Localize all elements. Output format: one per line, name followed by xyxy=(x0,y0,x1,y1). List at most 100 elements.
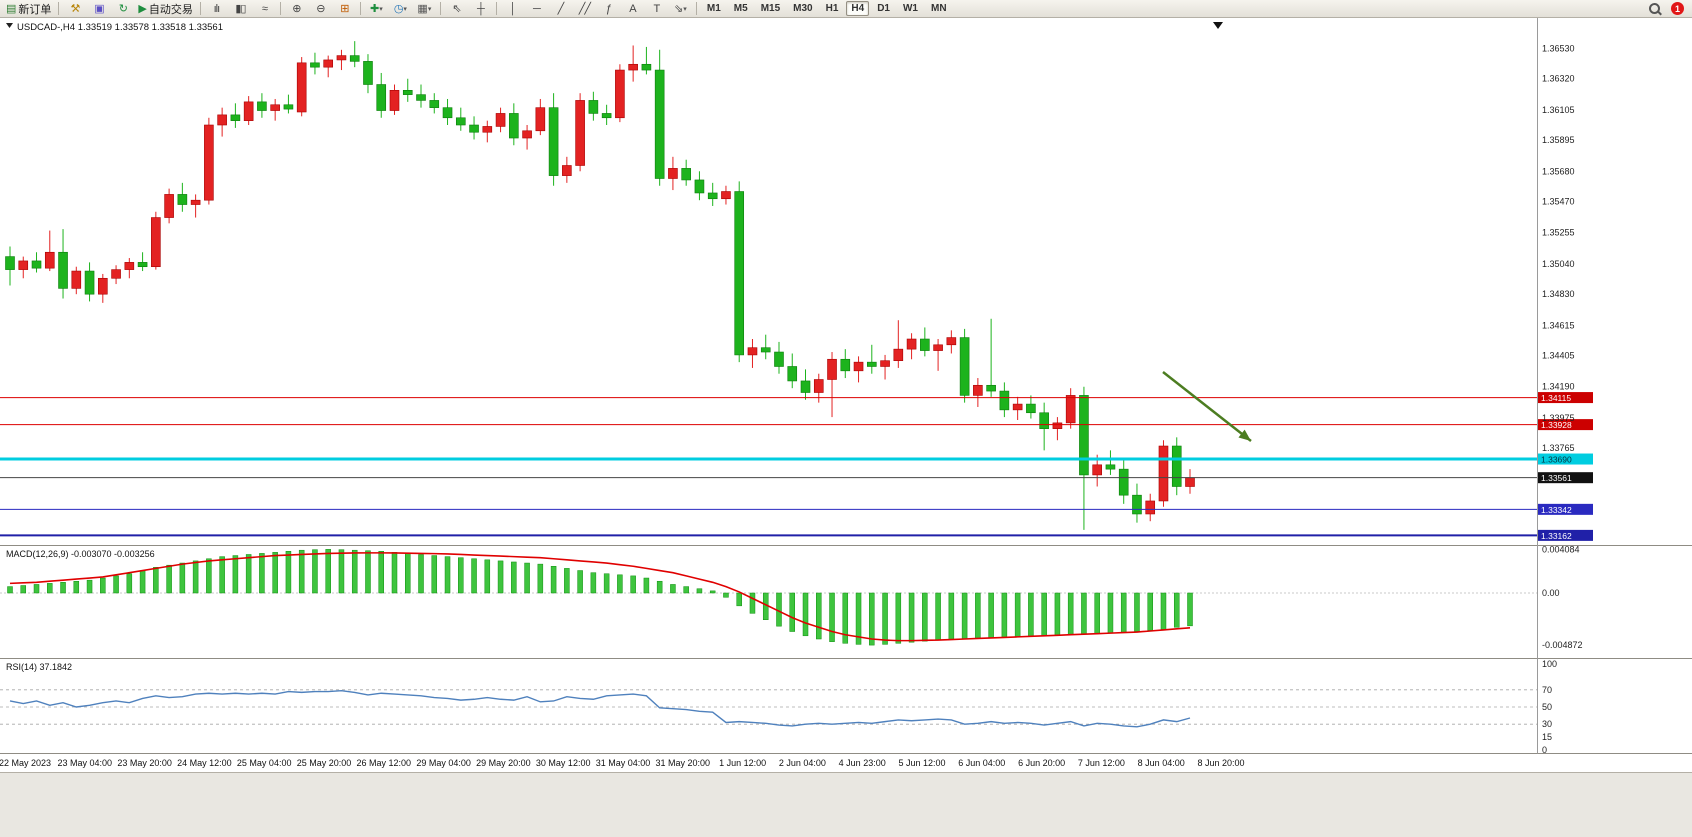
rsi-axis-label: 70 xyxy=(1542,685,1552,695)
candle-up xyxy=(111,269,121,279)
candle-up xyxy=(893,348,904,362)
toolbar-separator xyxy=(695,2,697,15)
timeframe-w1[interactable]: W1 xyxy=(902,3,918,14)
timeframe-m15[interactable]: M15 xyxy=(760,3,781,14)
time-axis-label: 8 Jun 04:00 xyxy=(1138,758,1185,768)
timeframe-d1[interactable]: D1 xyxy=(877,3,890,14)
fibonacci-icon: ƒ xyxy=(605,2,612,15)
bar-chart-button[interactable]: ılı xyxy=(205,0,228,18)
chart-window-button[interactable]: ▣ xyxy=(87,0,110,18)
time-axis-label: 6 Jun 04:00 xyxy=(958,758,1005,768)
candle-up xyxy=(668,168,678,179)
crosshair-button[interactable]: ┼ xyxy=(469,0,492,18)
refresh-button[interactable]: ↻ xyxy=(111,0,134,18)
shapes-button[interactable]: ⇘ ▾ xyxy=(669,0,692,18)
timeframe-m1[interactable]: M1 xyxy=(706,3,721,14)
candle-up xyxy=(243,101,254,121)
macd-histogram-bar xyxy=(696,588,703,594)
macd-histogram-bar xyxy=(1173,592,1180,628)
candlestick-chart-button[interactable]: ▮▯ xyxy=(229,0,252,18)
toolbar-separator xyxy=(359,2,361,15)
macd-histogram-bar xyxy=(829,592,835,642)
candle-up xyxy=(747,347,758,356)
chart-shift-marker[interactable] xyxy=(1213,22,1223,29)
macd-histogram-bar xyxy=(206,558,212,594)
candle-down xyxy=(601,113,612,119)
zoom-in-button[interactable]: ⊕ xyxy=(285,0,308,18)
candle-down xyxy=(442,107,453,119)
macd-histogram-bar xyxy=(656,580,663,594)
vertical-line-button[interactable]: │ xyxy=(501,0,524,18)
candle-down xyxy=(376,84,387,111)
macd-histogram-bar xyxy=(603,573,610,594)
macd-histogram-bar xyxy=(192,560,199,594)
candle-up xyxy=(18,260,29,270)
timeframe-m30[interactable]: M30 xyxy=(793,3,813,14)
candle-up xyxy=(575,100,585,166)
toolbar-separator xyxy=(495,2,497,15)
notification-badge[interactable]: 1 xyxy=(1671,2,1684,15)
price-tag: 1.33162 xyxy=(1541,531,1572,541)
cursor-button[interactable]: ⇖ xyxy=(445,0,468,18)
label-button[interactable]: T xyxy=(645,0,668,18)
rsi-axis-label: 15 xyxy=(1542,732,1552,742)
new-order-button[interactable]: ▤ 新订单 xyxy=(3,0,54,18)
timeframe-h1[interactable]: H1 xyxy=(825,3,839,14)
macd-histogram-bar xyxy=(33,584,40,594)
price-chart-svg[interactable]: 1.34115 1.33928 1.33690 1.33561 1.33342 1.331… xyxy=(0,18,1692,772)
timeframe-mn[interactable]: MN xyxy=(930,3,947,14)
text-button[interactable]: A xyxy=(621,0,644,18)
time-axis-label: 23 May 20:00 xyxy=(117,758,172,768)
candle-down xyxy=(416,94,426,101)
symbol-dropdown-icon[interactable] xyxy=(6,23,13,28)
price-tag-bg xyxy=(1538,472,1593,484)
macd-histogram-bar xyxy=(378,551,384,594)
timeframe-m5[interactable]: M5 xyxy=(733,3,748,14)
trade-tools-button[interactable]: ⚒ xyxy=(63,0,86,18)
price-tag: 1.33561 xyxy=(1541,473,1572,483)
trendline-button[interactable]: ╱ xyxy=(549,0,572,18)
price-axis-label: 1.36105 xyxy=(1542,105,1575,115)
candle-down xyxy=(469,124,479,133)
trend-arrow[interactable] xyxy=(1162,371,1252,442)
candle-down xyxy=(349,55,360,62)
macd-histogram-bar xyxy=(1081,592,1087,635)
chart-ohlc-header: USDCAD-,H4 1.33519 1.33578 1.33518 1.335… xyxy=(17,22,223,33)
channel-button[interactable]: ╱╱ xyxy=(573,0,596,18)
macd-histogram-bar xyxy=(418,554,424,594)
candle-down xyxy=(787,366,798,382)
candle-up xyxy=(628,63,638,71)
templates-button[interactable]: ▦ ▾ xyxy=(413,0,436,18)
macd-histogram-bar xyxy=(285,551,292,594)
candle-up xyxy=(204,124,214,201)
price-tag: 1.33928 xyxy=(1541,420,1572,430)
macd-histogram-bar xyxy=(259,553,265,594)
auto-trading-button-label: 自动交易 xyxy=(148,3,193,16)
rsi-axis-label: 50 xyxy=(1542,702,1552,712)
toolbar: ▤ 新订单 ⚒ ▣ ↻ ▶ 自动交易 ılı ▮▯ ≈ ⊕ ⊖ ⊞ ✚ ▾ ◷ ▾ ▦ ▾ ⇖ ┼ │ ─ ╱ ╱╱ ƒ A T ⇘ ▾ M… xyxy=(0,0,1692,18)
macd-histogram-bar xyxy=(365,550,371,594)
candle-down xyxy=(694,179,705,194)
macd-histogram-bar xyxy=(1014,592,1021,638)
search-button[interactable] xyxy=(1643,0,1666,18)
macd-histogram-bar xyxy=(312,549,318,594)
macd-histogram-bar xyxy=(405,553,411,594)
chart-window-icon: ▣ xyxy=(94,2,104,15)
auto-trading-button[interactable]: ▶ 自动交易 xyxy=(135,0,195,18)
macd-histogram-bar xyxy=(988,592,994,639)
horizontal-line-button[interactable]: ─ xyxy=(525,0,548,18)
tile-windows-button[interactable]: ⊞ xyxy=(333,0,356,18)
indicators-button[interactable]: ✚ ▾ xyxy=(365,0,388,18)
macd-histogram-bar xyxy=(153,567,159,594)
candle-up xyxy=(933,344,943,351)
line-chart-button[interactable]: ≈ xyxy=(253,0,276,18)
periods-button[interactable]: ◷ ▾ xyxy=(389,0,412,18)
templates-icon: ▦ xyxy=(417,2,427,15)
macd-histogram-bar xyxy=(272,552,278,594)
chart-area[interactable]: 1.34115 1.33928 1.33690 1.33561 1.33342 1.331… xyxy=(0,18,1692,772)
fibonacci-button[interactable]: ƒ xyxy=(597,0,620,18)
zoom-out-button[interactable]: ⊖ xyxy=(309,0,332,18)
candle-up xyxy=(535,107,546,132)
timeframe-h4[interactable]: H4 xyxy=(846,1,870,16)
periods-icon: ◷ xyxy=(393,2,404,15)
